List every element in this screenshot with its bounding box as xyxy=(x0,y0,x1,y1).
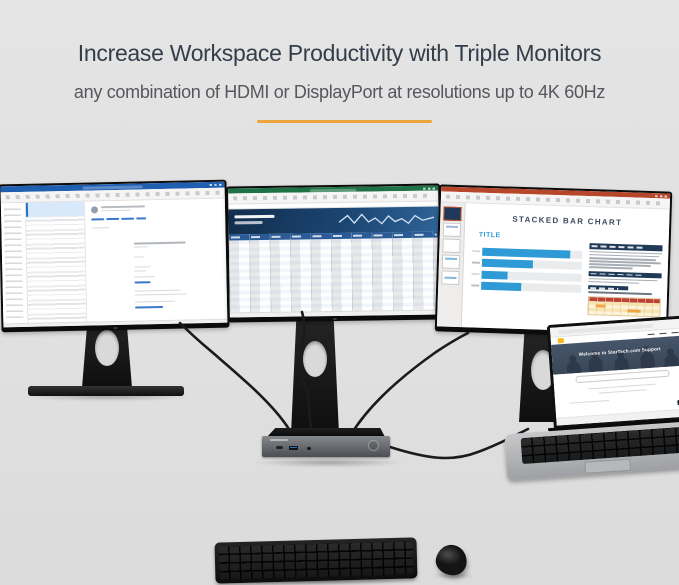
email-reading-pane xyxy=(84,198,228,322)
email-folder-pane xyxy=(0,202,29,324)
report-banner xyxy=(228,206,439,235)
slide-thumbnail xyxy=(441,270,460,286)
laptop-touchpad xyxy=(584,458,632,474)
cable-right-monitor xyxy=(350,331,470,435)
keyboard xyxy=(214,537,418,584)
table-rows xyxy=(228,237,440,313)
laptop-body xyxy=(504,419,679,481)
stand-cable-hole xyxy=(303,341,327,377)
keyboard-keys xyxy=(218,541,414,580)
text-heading-bar xyxy=(588,270,662,279)
slide-thumbnail xyxy=(442,238,461,254)
usb-c-port-icon xyxy=(276,446,283,449)
bar-chart-rows: 88512640 xyxy=(471,243,583,297)
right-monitor: STACKED BAR CHART TITLE 88512640 xyxy=(434,184,673,339)
dock-front-face xyxy=(262,436,390,457)
bar-row: 26 xyxy=(471,270,582,285)
left-monitor-base xyxy=(28,386,184,396)
slide-thumbnail xyxy=(442,222,462,238)
selected-message xyxy=(25,201,85,217)
laptop-screen: Welcome to StarTech.com Support xyxy=(546,315,679,429)
slide-text-column xyxy=(586,243,663,318)
center-monitor xyxy=(226,183,442,323)
docking-station xyxy=(262,428,390,460)
email-message-list xyxy=(25,201,88,323)
bar-row: 88 xyxy=(472,247,583,262)
email-client-window xyxy=(0,181,228,328)
power-button-icon xyxy=(368,440,379,451)
nav-links xyxy=(647,331,679,336)
window-controls-icon xyxy=(423,187,437,190)
slide-thumbnail xyxy=(443,206,462,222)
browser-window: Welcome to StarTech.com Support xyxy=(549,318,679,426)
page-title: Increase Workspace Productivity with Tri… xyxy=(77,40,602,66)
dock-logo xyxy=(270,439,288,441)
bar-row: 40 xyxy=(471,281,582,297)
sender-avatar xyxy=(90,206,99,214)
accent-underline xyxy=(257,120,432,123)
startech-logo xyxy=(557,337,564,343)
usb-a-port-icon xyxy=(289,445,298,450)
chart-title: TITLE xyxy=(478,231,501,240)
spreadsheet-window xyxy=(228,185,440,318)
laptop: Welcome to StarTech.com Support xyxy=(497,314,679,483)
hero-heading: Welcome to StarTech.com Support xyxy=(578,346,661,357)
text-heading-bar xyxy=(587,285,629,291)
laptop-keyboard xyxy=(520,426,679,465)
slide-thumbnail xyxy=(441,254,461,270)
audio-jack-icon xyxy=(307,446,311,450)
stand-cable-hole xyxy=(95,330,119,366)
center-monitor-stand xyxy=(291,309,339,434)
left-monitor xyxy=(0,179,230,333)
window-controls-icon xyxy=(209,183,223,187)
bar-row: 51 xyxy=(471,258,583,274)
left-monitor-shadow xyxy=(22,392,192,401)
slide-title: STACKED BAR CHART xyxy=(512,214,623,228)
line-chart-icon xyxy=(338,213,435,225)
slide-canvas: STACKED BAR CHART TITLE 88512640 xyxy=(461,203,670,334)
presentation-window: STACKED BAR CHART TITLE 88512640 xyxy=(436,186,671,334)
dock-shadow xyxy=(254,458,404,467)
dock-top-face xyxy=(267,428,385,437)
page-subtitle: any combination of HDMI or DisplayPort a… xyxy=(73,82,606,102)
mini-table xyxy=(586,295,661,318)
cable-left-monitor xyxy=(178,321,294,436)
text-heading-bar xyxy=(588,243,663,252)
